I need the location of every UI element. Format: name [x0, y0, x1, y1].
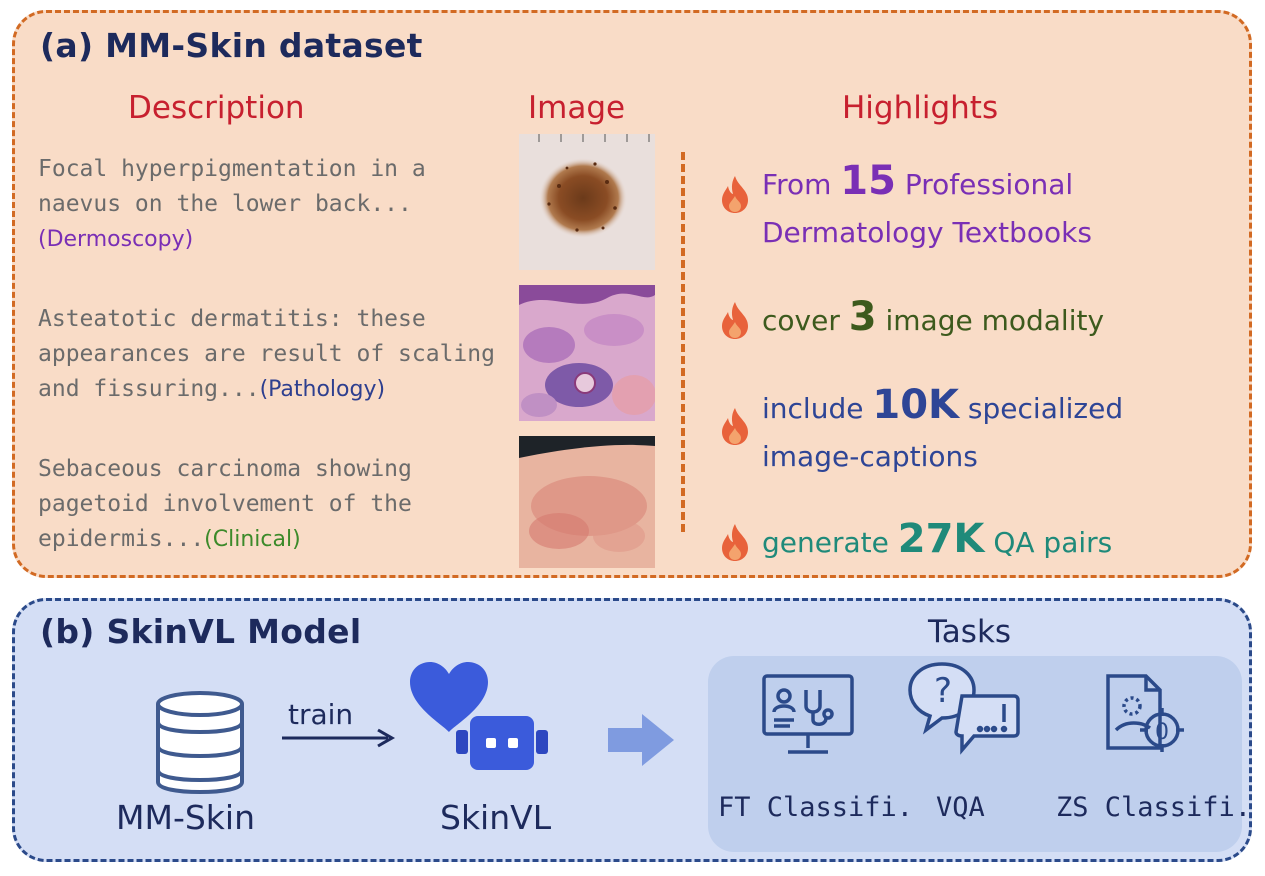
dataset-label: MM-Skin: [116, 798, 255, 837]
robot-icon: [456, 712, 548, 778]
highlight-second-line: Dermatology Textbooks: [762, 216, 1092, 249]
description-text: Sebaceous carcinoma showing pagetoid inv…: [38, 456, 412, 552]
highlight-prefix: generate: [762, 526, 898, 559]
highlight-prefix: From: [762, 168, 841, 201]
model-label: SkinVL: [440, 798, 552, 837]
description-dermoscopy: Focal hyperpigmentation in a naevus on t…: [38, 152, 508, 257]
svg-text:0: 0: [1155, 720, 1169, 745]
highlight-number: 15: [840, 158, 896, 204]
highlight-second-line: image-captions: [762, 440, 978, 473]
highlight-number: 10K: [872, 382, 960, 428]
highlight-number: 27K: [897, 516, 985, 562]
train-label: train: [288, 698, 354, 731]
highlight-number: 3: [848, 294, 877, 340]
document-target-icon: 0: [1102, 672, 1194, 760]
question-speech-icon: ?: [906, 660, 1022, 760]
image-header: Image: [528, 90, 626, 126]
database-icon: [152, 690, 248, 798]
description-clinical: Sebaceous carcinoma showing pagetoid inv…: [38, 452, 508, 557]
svg-text:?: ?: [934, 671, 952, 711]
highlight-suffix: Professional: [895, 168, 1074, 201]
highlight-suffix: specialized: [959, 392, 1124, 425]
highlights-header: Highlights: [842, 90, 999, 126]
highlight-suffix: QA pairs: [984, 526, 1113, 559]
tasks-title: Tasks: [928, 614, 1012, 650]
heart-icon: [406, 660, 492, 738]
modality-tag-dermoscopy: (Dermoscopy): [38, 227, 194, 252]
highlight-prefix: cover: [762, 304, 849, 337]
column-divider: [681, 152, 685, 532]
task-label-zs-classification: ZS Classifi.: [1056, 792, 1252, 823]
task-label-ft-classification: FT Classifi.: [718, 792, 914, 823]
monitor-stethoscope-icon: [760, 672, 856, 762]
flame-icon: [718, 522, 752, 578]
right-arrow-icon: [606, 712, 676, 772]
clinical-image: [519, 436, 655, 568]
description-text: Asteatotic dermatitis: these appearances…: [38, 306, 495, 402]
model-panel-title: (b) SkinVL Model: [40, 612, 362, 651]
flame-icon: [718, 406, 752, 462]
train-arrow-icon: [280, 728, 396, 752]
flame-icon: [718, 300, 752, 356]
flame-icon: [718, 174, 752, 230]
description-header: Description: [128, 90, 305, 126]
highlight-prefix: include: [762, 392, 873, 425]
modality-tag-clinical: (Clinical): [204, 527, 301, 552]
dermoscopy-image: [519, 134, 655, 270]
highlight-suffix: image modality: [876, 304, 1105, 337]
description-pathology: Asteatotic dermatitis: these appearances…: [38, 302, 508, 407]
description-text: Focal hyperpigmentation in a naevus on t…: [38, 156, 426, 217]
task-label-vqa: VQA: [936, 792, 985, 823]
dataset-panel-title: (a) MM-Skin dataset: [40, 26, 423, 65]
modality-tag-pathology: (Pathology): [259, 377, 386, 402]
pathology-image: [519, 285, 655, 421]
